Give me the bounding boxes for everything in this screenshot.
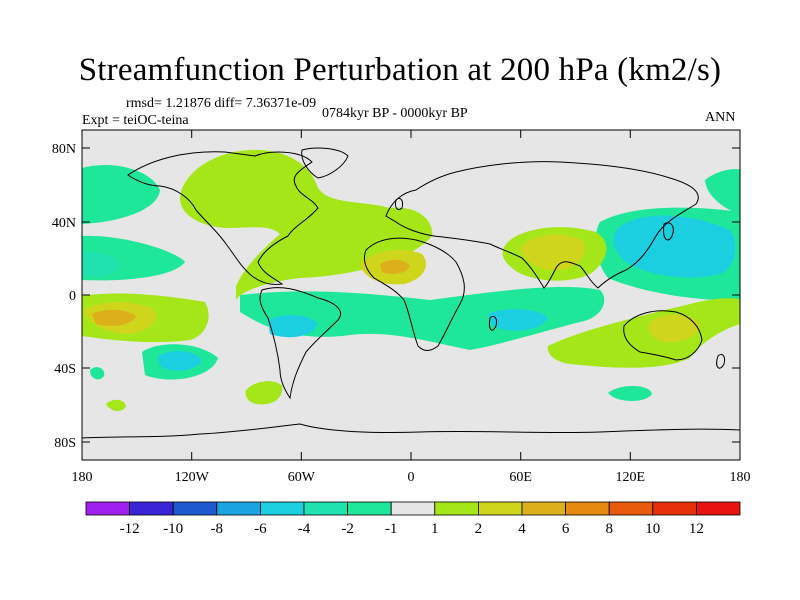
neutral-background [82, 130, 740, 460]
coast-north-america [127, 151, 319, 285]
coast-antarctica [82, 423, 740, 439]
north-pacific-west-low [82, 164, 160, 224]
colorbar-swatch [652, 501, 697, 516]
colorbar-label: -12 [120, 521, 140, 537]
colorbar: -12 -10 -8 -6 -4 -2 -1 1 2 4 6 8 10 12 [85, 501, 741, 537]
plot-title: Streamfunction Perturbation at 200 hPa (… [78, 52, 722, 88]
axis-ticks [82, 130, 740, 460]
colorbar-label: 2 [475, 521, 483, 537]
south-atlantic-high [245, 381, 283, 405]
colorbar-label: 12 [689, 521, 704, 537]
south-pacific-west-high [547, 298, 740, 368]
sahara-high-peak [380, 259, 410, 274]
lon-label: 60W [288, 470, 316, 485]
coast-greenland [301, 147, 349, 179]
colorbar-swatch [85, 501, 130, 516]
stats-label: rmsd= 1.21876 diff= 7.36371e-09 [126, 96, 317, 111]
east-asia-core-low [613, 215, 736, 278]
colorbar-swatch [259, 501, 305, 516]
south-pacific-small-low [90, 367, 105, 380]
season-label: ANN [705, 110, 736, 125]
pacific-core-low [82, 251, 120, 277]
south-america-low [268, 315, 318, 338]
colorbar-swatch [390, 501, 436, 516]
coast-africa [363, 237, 465, 351]
colorbar-swatch [477, 501, 523, 516]
lat-label: 0 [69, 289, 76, 304]
lat-label: 40S [54, 362, 76, 377]
lon-label: 60E [509, 470, 532, 485]
lon-label: 0 [408, 470, 415, 485]
colorbar-label: -8 [211, 521, 224, 537]
colorbar-label: 8 [605, 521, 613, 537]
colorbar-swatch [216, 501, 261, 516]
north-pacific-west-low-right [705, 169, 740, 214]
colorbar-label: -1 [385, 521, 398, 537]
lon-label: 180 [730, 470, 751, 485]
coast-eurasia [385, 161, 699, 289]
pacific-south-high-peak [92, 309, 136, 326]
colorbar-swatch [521, 501, 566, 516]
colorbar-swatch [608, 501, 654, 516]
coast-madagascar [489, 315, 497, 331]
colorbar-swatch [696, 501, 741, 516]
lat-label: 80N [52, 142, 76, 157]
coast-new-zealand [716, 353, 725, 369]
south-pacific-core-low [158, 351, 202, 371]
australia-high-core [648, 314, 700, 343]
colorbar-label: -6 [254, 521, 267, 537]
colorbar-label: -4 [298, 521, 311, 537]
southern-pacific-small-high [106, 399, 126, 411]
colorbar-label: 10 [645, 521, 660, 537]
contour-field [82, 130, 740, 460]
lon-label: 180 [72, 470, 93, 485]
colorbar-swatch [303, 501, 348, 516]
stronger-negative-regions [82, 215, 736, 371]
coast-uk [395, 197, 403, 211]
colorbar-label: -2 [341, 521, 354, 537]
india-high-core [520, 234, 585, 271]
coast-south-america [259, 287, 341, 400]
lon-label: 120E [616, 470, 646, 485]
colorbar-swatch [129, 501, 174, 516]
colorbar-swatch [565, 501, 610, 516]
experiment-label: Expt = teiOC-teina [82, 113, 189, 128]
colorbar-label: 1 [431, 521, 439, 537]
coastlines [82, 147, 740, 439]
southern-ocean-low [608, 385, 652, 401]
strongest-positive-regions [92, 259, 410, 326]
indian-ocean-low [488, 309, 548, 331]
stronger-positive-regions [84, 234, 700, 343]
colorbar-swatch [172, 501, 218, 516]
colorbar-swatch [434, 501, 479, 516]
lon-label: 120W [175, 470, 210, 485]
colorbar-label: -10 [163, 521, 183, 537]
colorbar-label: 6 [562, 521, 570, 537]
coast-japan [663, 222, 674, 241]
coast-australia [623, 310, 703, 361]
lat-label: 40N [52, 216, 76, 231]
colorbar-swatch [347, 501, 392, 516]
period-label: 0784kyr BP - 0000kyr BP [322, 106, 468, 121]
lat-label: 80S [54, 436, 76, 451]
colorbar-label: 4 [518, 521, 526, 537]
